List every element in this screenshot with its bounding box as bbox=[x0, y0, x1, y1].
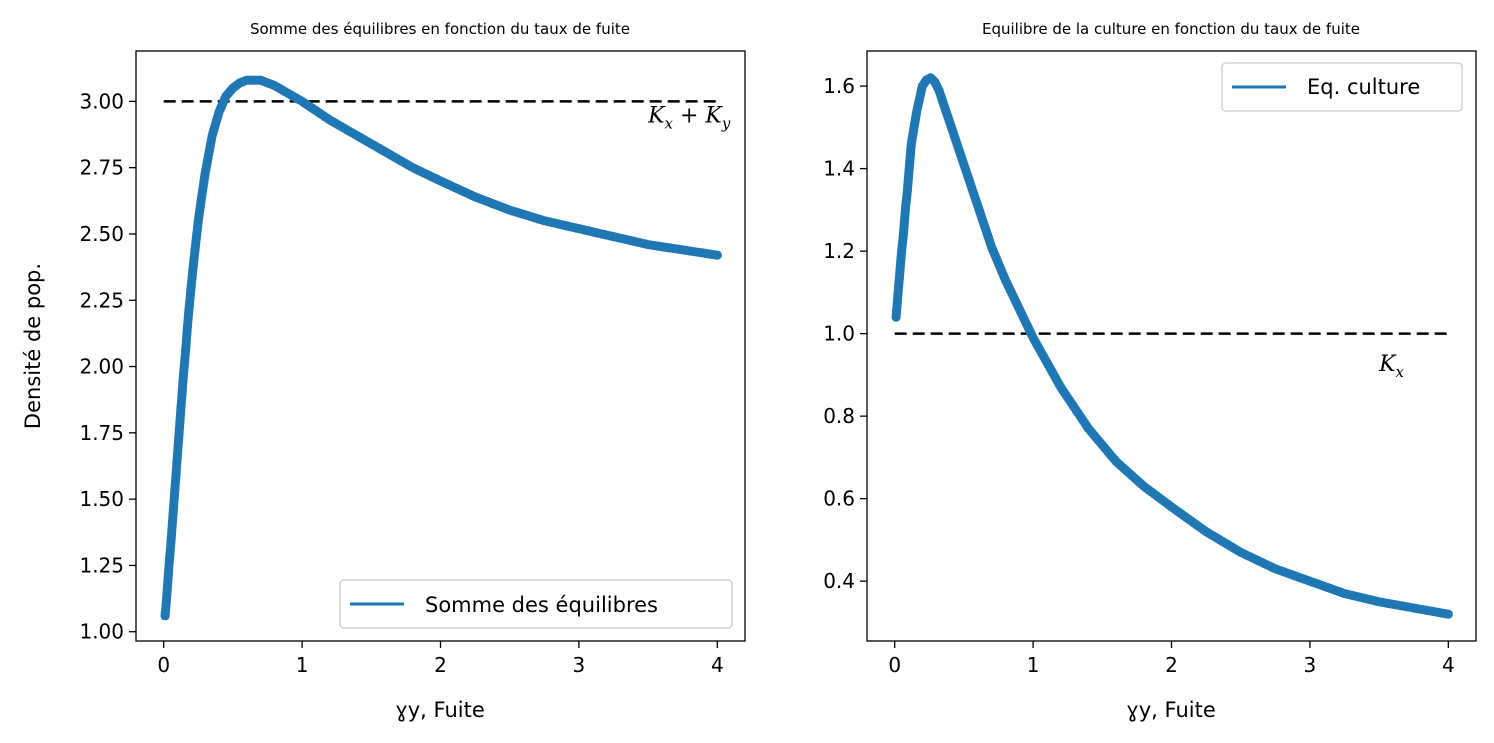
y-tick-label: 1.25 bbox=[79, 553, 124, 577]
y-tick-label: 0.6 bbox=[823, 487, 855, 511]
right-legend-box bbox=[1221, 62, 1463, 112]
y-tick-label: 2.50 bbox=[79, 222, 124, 246]
chart-right: Equilibre de la culture en fonction du t… bbox=[823, 20, 1477, 722]
right-legend-label: Eq. culture bbox=[1307, 75, 1420, 99]
chart-right-title: Equilibre de la culture en fonction du t… bbox=[982, 20, 1360, 38]
left-y-axis-label: Densité de pop. bbox=[21, 263, 45, 429]
data-point bbox=[712, 250, 722, 260]
right-reference-label: Kx bbox=[1378, 352, 1404, 381]
x-tick-label: 4 bbox=[1442, 653, 1455, 677]
left-reference-label: Kx + Ky bbox=[647, 104, 731, 133]
y-tick-label: 0.4 bbox=[823, 569, 855, 593]
x-tick-label: 1 bbox=[296, 653, 309, 677]
x-tick-label: 0 bbox=[888, 653, 901, 677]
y-tick-label: 3.00 bbox=[79, 89, 124, 113]
left-legend-label: Somme des équilibres bbox=[425, 593, 658, 617]
x-tick-label: 2 bbox=[434, 653, 447, 677]
x-tick-label: 0 bbox=[157, 653, 170, 677]
x-tick-label: 1 bbox=[1027, 653, 1040, 677]
y-tick-label: 1.75 bbox=[79, 421, 124, 445]
left-ticks: 0 1 2 3 4 1.00 1.25 1.50 1.75 2.00 2.25 2.50 2.75 3.0… bbox=[79, 89, 723, 677]
x-tick-label: 3 bbox=[573, 653, 586, 677]
y-tick-label: 1.6 bbox=[823, 74, 855, 98]
y-tick-label: 1.0 bbox=[823, 322, 855, 346]
y-tick-label: 1.2 bbox=[823, 239, 855, 263]
y-tick-label: 1.00 bbox=[79, 620, 124, 644]
chart-left-title: Somme des équilibres en fonction du taux… bbox=[250, 20, 630, 38]
x-tick-label: 4 bbox=[711, 653, 724, 677]
y-tick-label: 1.50 bbox=[79, 487, 124, 511]
y-tick-label: 2.25 bbox=[79, 288, 124, 312]
right-series-points bbox=[891, 73, 1453, 619]
x-tick-label: 2 bbox=[1165, 653, 1178, 677]
data-point bbox=[1443, 609, 1453, 619]
chart-left: Somme des équilibres en fonction du taux… bbox=[21, 20, 746, 722]
right-x-axis-label: ɣy, Fuite bbox=[1126, 698, 1216, 722]
y-tick-label: 1.4 bbox=[823, 157, 855, 181]
left-legend-box bbox=[339, 579, 733, 629]
x-tick-label: 3 bbox=[1304, 653, 1317, 677]
left-legend: Somme des équilibres bbox=[339, 579, 733, 629]
left-x-axis-label: ɣy, Fuite bbox=[395, 698, 485, 722]
right-legend: Eq. culture bbox=[1221, 62, 1463, 112]
left-plot-frame bbox=[135, 50, 746, 642]
y-tick-label: 0.8 bbox=[823, 404, 855, 428]
right-plot-frame bbox=[866, 50, 1477, 642]
y-tick-label: 2.00 bbox=[79, 355, 124, 379]
right-ticks: 0 1 2 3 4 0.4 0.6 0.8 1.0 1.2 1.4 1.6 bbox=[823, 74, 1454, 677]
y-tick-label: 2.75 bbox=[79, 156, 124, 180]
left-series-points bbox=[160, 75, 722, 621]
